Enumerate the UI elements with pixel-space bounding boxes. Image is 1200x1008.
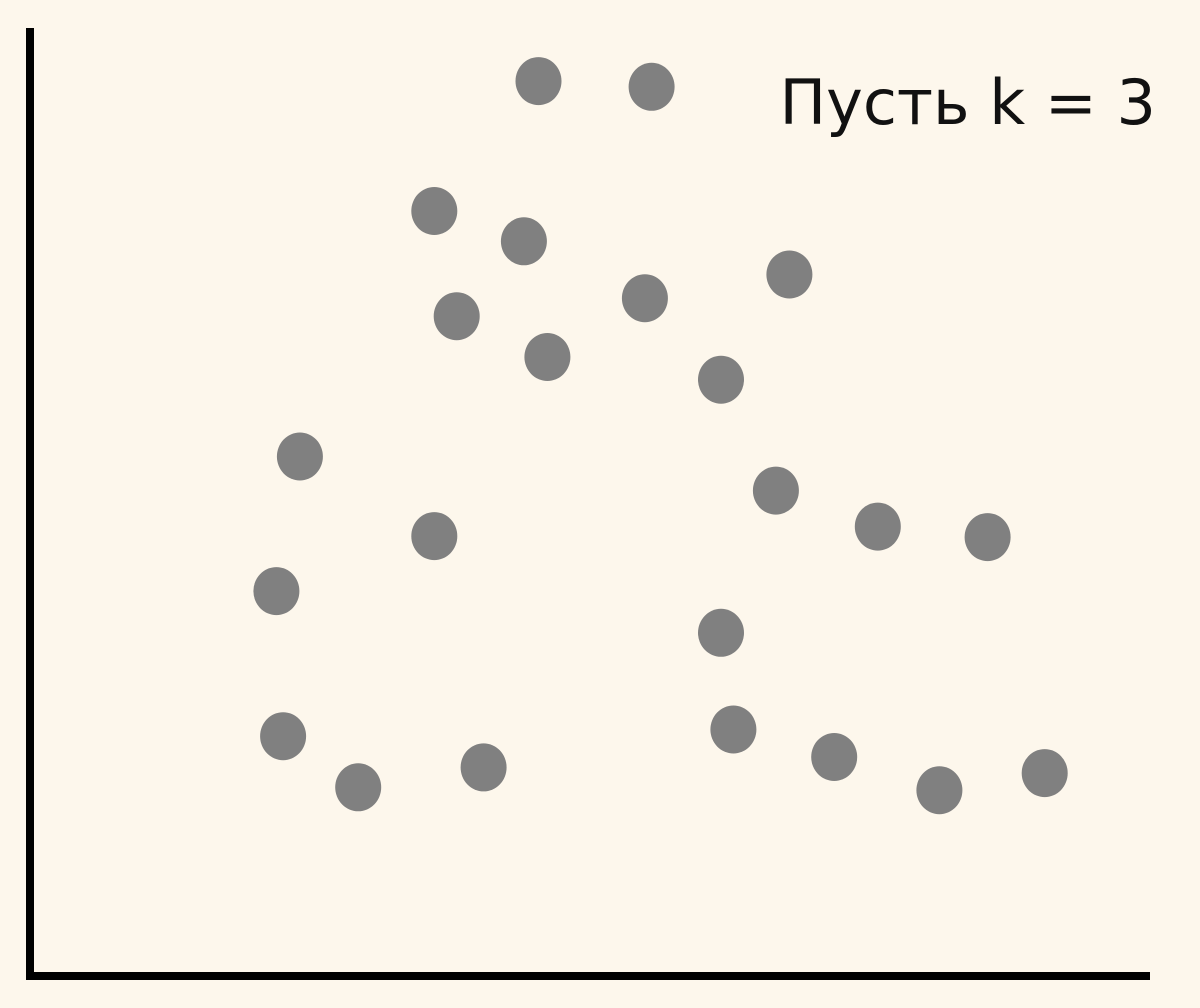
data-point xyxy=(515,57,562,106)
data-point xyxy=(766,250,813,299)
data-point xyxy=(621,274,668,323)
data-point xyxy=(710,705,757,754)
data-point xyxy=(411,512,458,561)
data-point xyxy=(811,733,858,781)
data-point xyxy=(854,502,901,551)
points-layer xyxy=(253,57,1068,815)
data-point xyxy=(752,466,799,515)
data-point xyxy=(276,432,323,481)
data-point xyxy=(411,187,458,235)
k-annotation: Пусть k = 3 xyxy=(779,66,1156,139)
data-point xyxy=(500,217,547,266)
data-point xyxy=(916,766,963,815)
data-point xyxy=(260,712,307,761)
data-point xyxy=(628,62,675,111)
data-point xyxy=(253,567,300,616)
data-point xyxy=(460,743,507,792)
data-point xyxy=(698,355,744,404)
data-point xyxy=(524,333,571,381)
data-point xyxy=(433,292,480,341)
data-point xyxy=(698,608,744,657)
data-point xyxy=(335,763,382,812)
data-point xyxy=(964,513,1011,562)
data-point xyxy=(1021,749,1068,798)
